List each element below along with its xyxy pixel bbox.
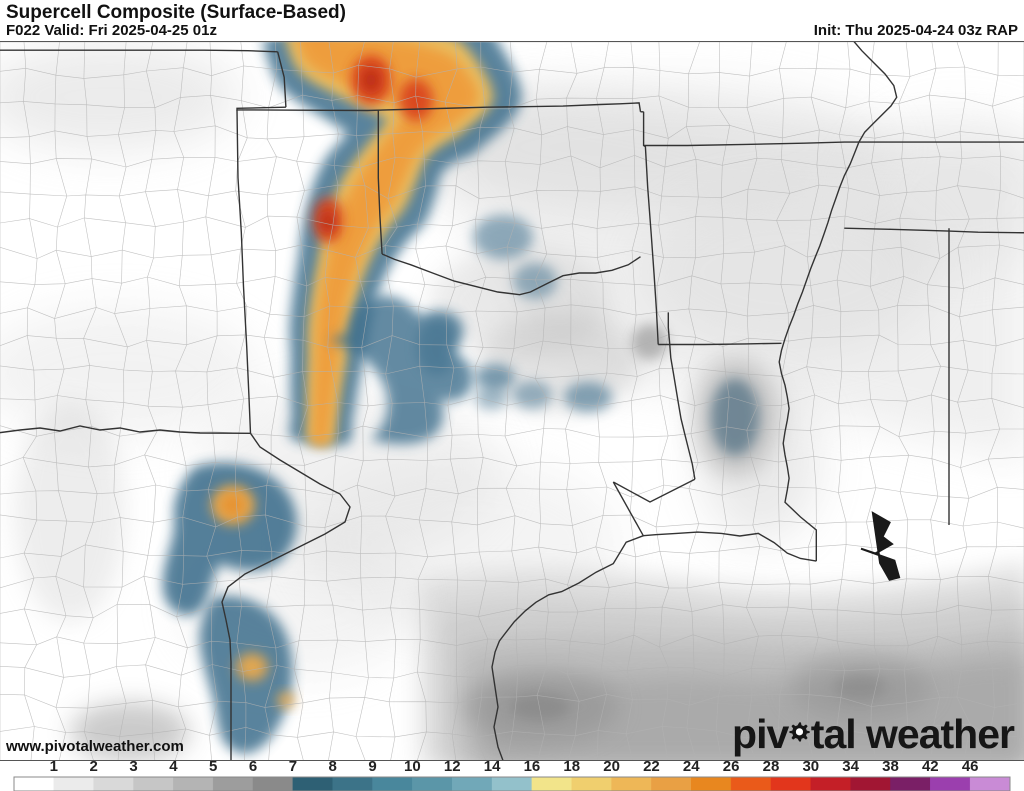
- svg-text:42: 42: [922, 761, 939, 775]
- svg-text:22: 22: [643, 761, 660, 775]
- svg-text:2: 2: [90, 761, 98, 775]
- svg-text:4: 4: [169, 761, 178, 775]
- svg-text:26: 26: [723, 761, 740, 775]
- svg-text:24: 24: [683, 761, 700, 775]
- svg-text:28: 28: [763, 761, 780, 775]
- svg-text:30: 30: [802, 761, 819, 775]
- svg-text:5: 5: [209, 761, 217, 775]
- svg-text:16: 16: [524, 761, 541, 775]
- svg-text:12: 12: [444, 761, 461, 775]
- svg-text:8: 8: [329, 761, 337, 775]
- svg-text:1: 1: [50, 761, 58, 775]
- svg-text:14: 14: [484, 761, 501, 775]
- svg-text:18: 18: [563, 761, 580, 775]
- svg-text:38: 38: [882, 761, 899, 775]
- svg-text:10: 10: [404, 761, 421, 775]
- svg-text:3: 3: [129, 761, 137, 775]
- svg-text:34: 34: [842, 761, 859, 775]
- svg-text:46: 46: [962, 761, 979, 775]
- svg-text:9: 9: [368, 761, 376, 775]
- svg-text:6: 6: [249, 761, 257, 775]
- svg-text:20: 20: [603, 761, 620, 775]
- svg-text:7: 7: [289, 761, 297, 775]
